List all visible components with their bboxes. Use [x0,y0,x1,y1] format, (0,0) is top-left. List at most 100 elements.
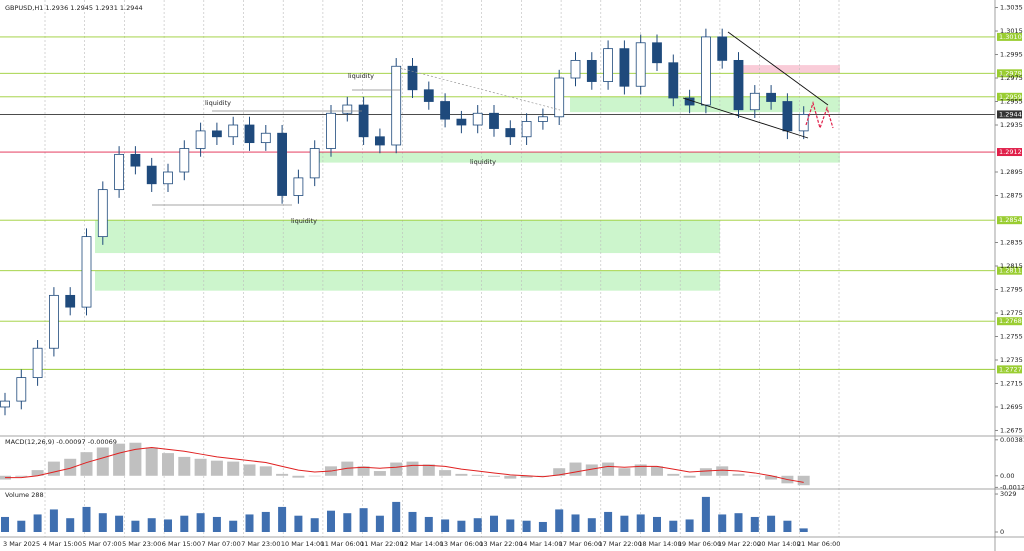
x-tick-label: 17 Mar 22:00 [599,540,642,548]
volume-bar [701,496,710,532]
macd-bar [292,475,305,478]
macd-bar [748,475,761,477]
volume-bar [196,513,205,532]
x-tick-label: 19 Mar 22:00 [718,540,761,548]
candle-body [16,377,27,402]
candle-body [277,132,288,196]
macd-bar [178,456,191,476]
x-tick-label: 5 Mar 23:00 [122,540,161,548]
candle-body [456,118,467,126]
volume-bar [115,515,124,532]
macd-bar [651,466,663,476]
y-tick-label: 1.2695 [1000,403,1023,411]
candle-body [635,42,646,87]
level-label-box [997,92,1022,101]
candle-body [489,112,499,129]
volume-bar [147,518,156,532]
zone [318,152,840,163]
candle-body [146,165,157,185]
volume-bar [555,509,564,532]
volume-bar [294,515,303,532]
macd-bar [259,466,272,476]
volume-bar [98,513,107,532]
x-tick-label: 13 Mar 06:00 [440,540,483,548]
level-label-box [997,148,1022,157]
volume-tick-label: 3029 [1000,490,1017,498]
macd-bar [390,462,403,476]
level-label: 1.2912 [999,148,1022,156]
candle-body [97,189,108,238]
volume-bar [685,519,694,532]
candle-body [521,121,532,138]
volume-bar [408,511,417,532]
x-tick-label: 13 Mar 22:00 [479,540,522,548]
macd-bar [129,442,142,476]
candle-body [293,177,304,196]
candle-body [668,62,679,99]
macd-bar [373,471,386,476]
candle-body [32,347,43,379]
macd-bar [80,452,93,476]
volume-bar [310,518,319,532]
x-tick-label: 12 Mar 14:00 [400,540,443,548]
volume-bar [261,511,270,532]
candle-body [652,42,662,64]
candle-body [163,171,173,185]
x-tick-label: 21 Mar 06:00 [797,540,840,548]
volume-bar [17,520,26,532]
macd-bar [797,475,810,486]
volume-bar [767,515,776,532]
level-label: 1.2727 [999,365,1022,373]
candle-body [326,112,336,149]
level-label: 1.2768 [999,317,1022,325]
level-label-box [997,32,1022,41]
macd-bar [96,447,109,476]
macd-bar [553,468,566,476]
layer-main: 1.3010 1.2979 1.2959 1.2944 1.2912 1.2854 1.28… [0,28,1022,416]
level-label: 1.2979 [999,69,1022,77]
candle-body [440,101,451,120]
volume-tick-label: 0 [1000,528,1004,536]
y-tick-label: 1.2935 [1000,121,1023,129]
candle-body [619,48,630,87]
macd-bar [64,458,77,476]
volume-bar [245,514,254,532]
volume-bar [620,515,629,532]
volume-bar [212,516,221,532]
volume-bar [424,516,433,532]
macd-bar [210,460,223,476]
macd-bar [15,475,28,477]
macd-bar [569,462,582,476]
y-tick-label: 1.2775 [1000,309,1023,317]
annotation: liquidity [291,217,317,225]
volume-bar [587,518,596,532]
macd-bar [471,474,484,476]
macd-tick-label: 0.00381 [1000,436,1024,444]
candle-body [179,148,190,173]
volume-bar [49,509,58,532]
candle-body [244,124,255,144]
macd-bar [227,461,240,476]
macd-bar [732,473,745,476]
volume-bar [327,510,335,532]
level-label: 1.2811 [999,267,1022,275]
volume-bar [604,511,613,532]
volume-bar [571,514,580,532]
y-tick-label: 1.2735 [1000,356,1023,364]
y-tick-label: 1.2875 [1000,192,1023,200]
candle-body [309,148,320,179]
candle-body [749,92,760,111]
candle-body [211,130,222,138]
x-tick-label: 10 Mar 14:00 [281,540,324,548]
x-tick-label: 5 Mar 07:00 [82,540,121,548]
level-label-box [997,69,1022,78]
candle-body [505,128,516,138]
macd-bar [357,466,370,476]
volume-bar [783,520,792,532]
y-tick-label: 1.2675 [1000,426,1023,434]
y-tick-label: 1.2955 [1000,98,1023,106]
macd-title: MACD(12,26,9) -0.00097 -0.00069 [5,438,117,446]
x-tick-label: 20 Mar 14:00 [757,540,800,548]
volume-bar [669,520,678,532]
